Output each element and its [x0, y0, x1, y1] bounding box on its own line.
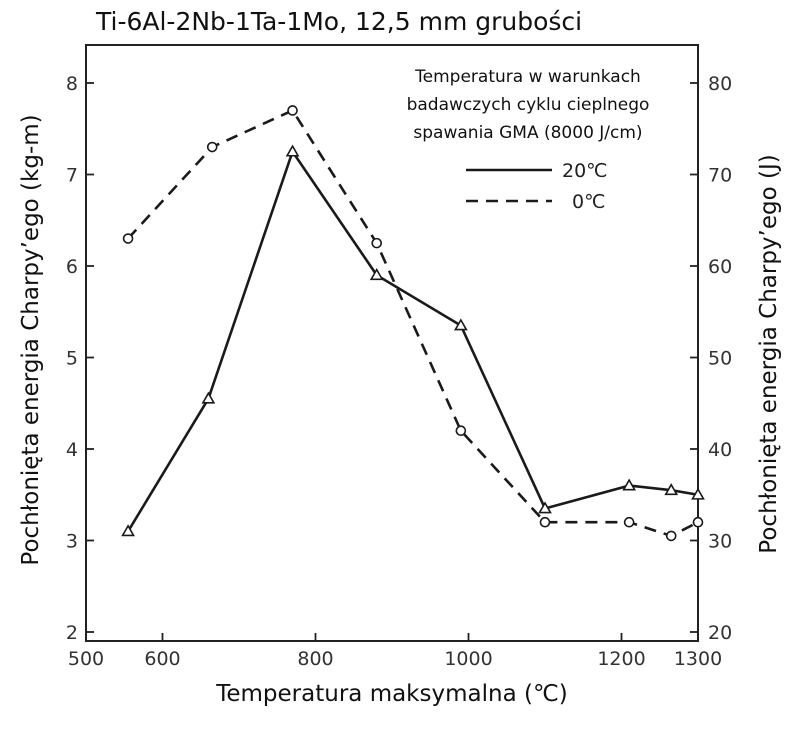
y-axis-label-left: Pochłonięta energia Charpy’ego (kg-m)	[18, 114, 44, 565]
y-right-tick-label: 30	[708, 531, 732, 553]
x-tick-label: 1200	[597, 648, 645, 670]
x-axis: 500 600 800 1000 1200 1300	[68, 633, 722, 670]
data-point-triangle	[285, 144, 300, 157]
data-point-triangle	[691, 487, 705, 500]
y-left-tick-label: 8	[66, 73, 78, 95]
legend: Temperatura w warunkach badawczych cyklu…	[407, 67, 650, 213]
x-tick-label: 1000	[444, 648, 492, 670]
data-point-triangle	[369, 268, 384, 281]
legend-title-line-2: badawczych cyklu cieplnego	[407, 95, 650, 115]
data-point-triangle	[201, 391, 216, 404]
y-right-tick-label: 40	[708, 439, 732, 461]
y-left-tick-label: 4	[66, 439, 78, 461]
series-layer	[121, 105, 705, 542]
y-right-tick-label: 60	[708, 256, 732, 278]
y-left-tick-label: 6	[66, 256, 78, 278]
legend-title-line-1: Temperatura w warunkach	[414, 67, 641, 87]
y-right-tick-label: 70	[708, 165, 732, 187]
y-right-tick-label: 80	[708, 73, 732, 95]
data-point-circle	[692, 516, 704, 528]
data-point-circle	[455, 425, 467, 437]
y-right-tick-label: 20	[708, 622, 732, 644]
x-tick-label: 800	[297, 648, 333, 670]
legend-title-line-3: spawania GMA (8000 J/cm)	[413, 123, 642, 143]
y-left-tick-label: 5	[66, 348, 78, 370]
y-axis-left: 2 3 4 5 6 7 8	[66, 73, 94, 644]
x-axis-label: Temperatura maksymalna (℃)	[215, 681, 568, 707]
data-point-circle	[122, 233, 134, 244]
data-point-circle	[287, 105, 298, 116]
y-axis-right: 20 30 40 50 60 70 80	[690, 73, 732, 644]
data-point-circle	[206, 141, 218, 153]
y-left-tick-label: 7	[66, 165, 78, 187]
data-point-circle	[665, 530, 677, 542]
data-point-circle	[371, 237, 383, 249]
x-tick-label: 500	[68, 648, 104, 670]
series-line-1	[127, 108, 699, 538]
series-line-0	[126, 148, 699, 533]
data-point-triangle	[664, 483, 679, 496]
data-point-circle	[623, 516, 635, 528]
legend-entry-20c: 20℃	[562, 160, 608, 182]
x-tick-label: 1300	[674, 648, 722, 670]
data-point-triangle	[622, 478, 637, 491]
y-left-tick-label: 2	[66, 622, 78, 644]
data-point-triangle	[121, 524, 135, 537]
data-point-triangle	[453, 318, 468, 331]
y-axis-label-right: Pochłonięta energia Charpy’ego (J)	[756, 154, 782, 553]
plot-frame	[85, 44, 699, 642]
x-tick-label: 600	[144, 648, 180, 670]
chart-title: Ti-6Al-2Nb-1Ta-1Mo, 12,5 mm grubości	[95, 7, 582, 36]
data-point-circle	[539, 516, 551, 528]
y-right-tick-label: 50	[708, 348, 732, 370]
y-left-tick-label: 3	[66, 531, 78, 553]
data-point-triangle	[538, 501, 552, 514]
legend-entry-0c: 0℃	[572, 191, 605, 213]
